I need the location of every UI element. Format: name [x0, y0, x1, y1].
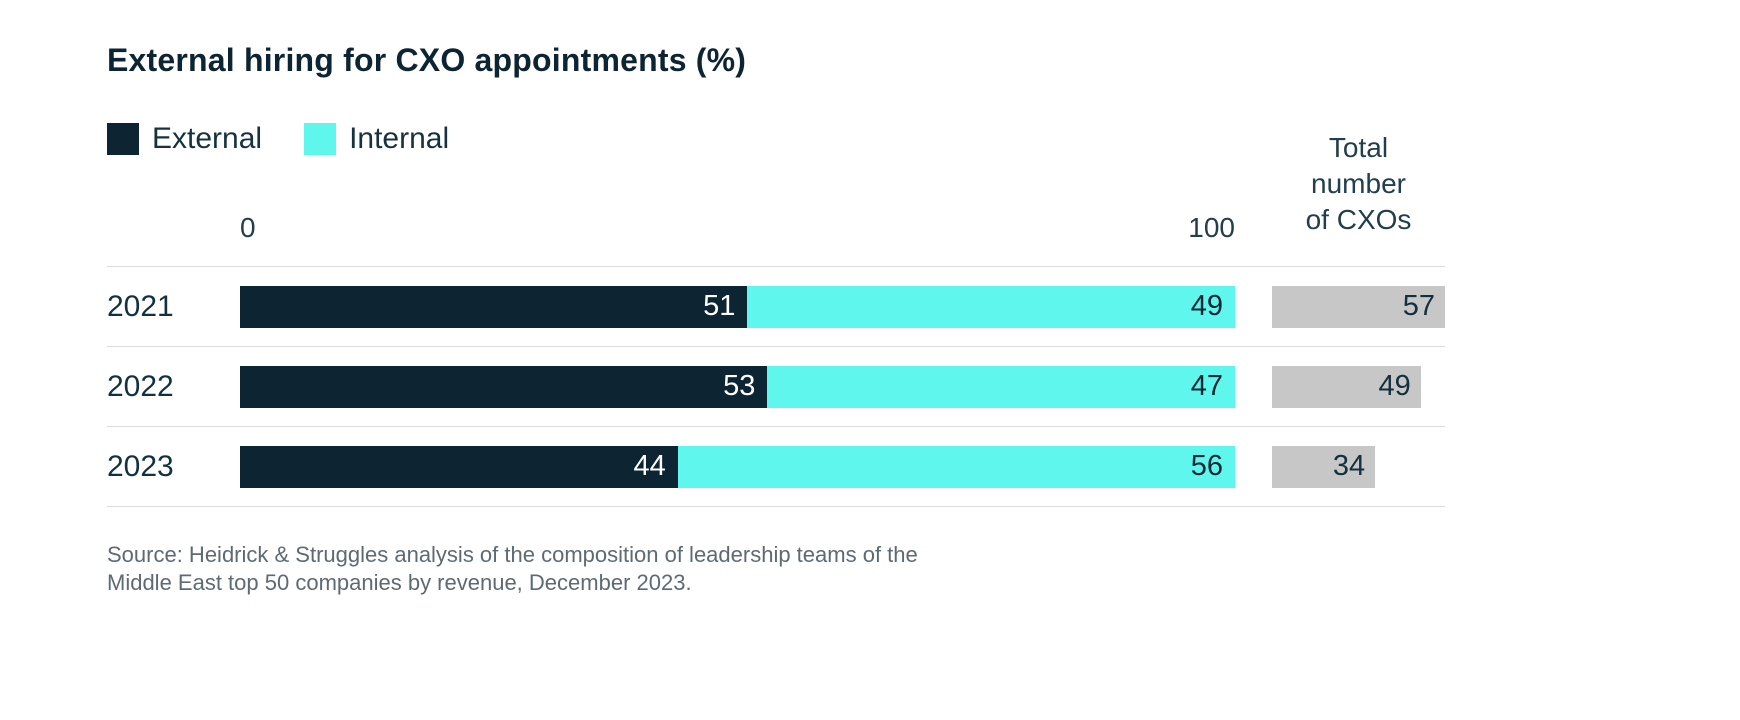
total-box: 49: [1272, 365, 1421, 408]
total-value-label: 49: [1378, 370, 1411, 402]
external-value-label: 53: [723, 370, 756, 402]
total-box: 57: [1272, 285, 1445, 328]
chart-row: 2022 53 47 49: [107, 346, 1445, 426]
axis-min-label: 0: [240, 212, 256, 243]
external-bar-segment: 44: [240, 445, 678, 488]
chart-row: 2021 51 49 57: [107, 266, 1445, 346]
legend-swatch-internal: [304, 123, 337, 155]
source-line-2: Middle East top 50 companies by revenue,…: [107, 570, 692, 595]
legend-label-internal: Internal: [349, 122, 450, 155]
total-track: 49: [1272, 365, 1445, 408]
chart-row: 2023 44 56 34: [107, 426, 1445, 506]
internal-bar-segment: 49: [747, 285, 1235, 328]
axis-max-label: 100: [1188, 212, 1235, 243]
internal-bar-segment: 47: [767, 365, 1235, 408]
totals-header-line: Total: [1328, 132, 1389, 163]
internal-bar-segment: 56: [677, 445, 1235, 488]
total-value-label: 57: [1402, 290, 1435, 322]
internal-value-label: 56: [1190, 450, 1223, 482]
totals-header-line: of CXOs: [1305, 204, 1412, 235]
bar-track: 51 49: [240, 285, 1235, 328]
external-value-label: 44: [633, 450, 666, 482]
external-value-label: 51: [703, 290, 736, 322]
internal-value-label: 47: [1190, 370, 1223, 402]
total-box: 34: [1272, 445, 1376, 488]
total-value-label: 34: [1332, 450, 1366, 482]
bar-track: 44 56: [240, 445, 1235, 488]
total-track: 34: [1272, 445, 1445, 488]
year-label: 2023: [107, 449, 174, 483]
source-line-1: Source: Heidrick & Struggles analysis of…: [107, 542, 918, 567]
external-bar-segment: 51: [240, 285, 748, 328]
internal-value-label: 49: [1190, 290, 1223, 322]
legend-label-external: External: [152, 122, 263, 155]
x-axis-labels: 0 100: [240, 212, 1235, 244]
total-track: 57: [1272, 285, 1445, 328]
legend-swatch-external: [107, 123, 139, 155]
chart-rows: 2021 51 49 57 2022 53 47 49 2023 44 56 34: [107, 266, 1445, 507]
year-label: 2021: [107, 289, 174, 323]
chart-page: External hiring for CXO appointments (%)…: [107, 42, 1460, 597]
external-bar-segment: 53: [240, 365, 768, 408]
year-label: 2022: [107, 369, 174, 403]
chart-title: External hiring for CXO appointments (%): [107, 42, 747, 78]
chart-header-zone: External Internal 0 100 Total number of …: [107, 122, 1445, 248]
bar-track: 53 47: [240, 365, 1235, 408]
source-note: Source: Heidrick & Struggles analysis of…: [107, 541, 1460, 597]
totals-header-line: number: [1311, 168, 1406, 199]
legend: External Internal: [107, 122, 1445, 156]
totals-column-header: Total number of CXOs: [1272, 130, 1445, 238]
